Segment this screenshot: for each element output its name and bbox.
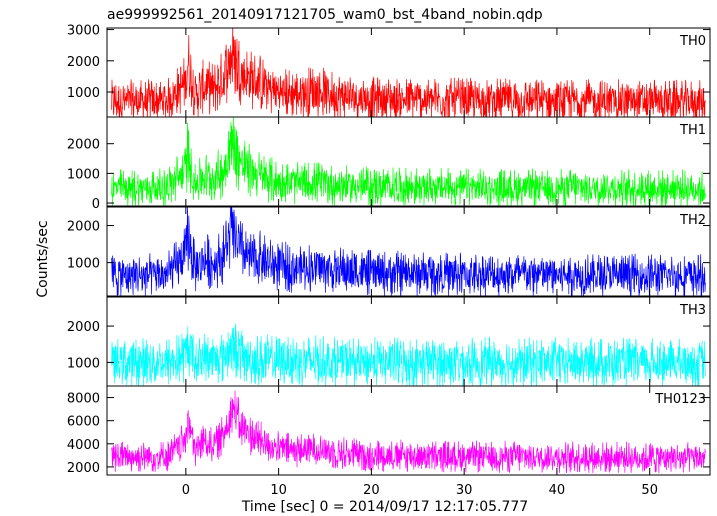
panel-label-th0123: TH0123	[654, 392, 706, 407]
y-axis-label: Counts/sec	[35, 220, 51, 297]
panel-label-th3: TH3	[679, 303, 706, 318]
y-tick-label: 2000	[67, 138, 100, 153]
panel-label-th2: TH2	[679, 213, 706, 228]
panel-frame	[106, 206, 711, 297]
x-axis-label: Time [sec] 0 = 2014/09/17 12:17:05.777	[241, 499, 528, 515]
panel-frame	[106, 116, 711, 207]
chart-title: ae999992561_20140917121705_wam0_bst_4ban…	[107, 7, 543, 23]
panels-group: 1000 2000 3000 TH0 0 1000 2000 TH1 1000 2000 TH2 10…	[67, 24, 711, 498]
series-line-th0123	[111, 390, 706, 474]
series-line-th3	[111, 323, 706, 386]
y-tick-label: 0	[92, 197, 100, 212]
panel-label-th0: TH0	[679, 34, 706, 49]
x-tick-label: 40	[549, 483, 566, 498]
y-tick-label: 1000	[67, 86, 100, 101]
y-tick-label: 1000	[67, 257, 100, 272]
x-tick-label: 30	[456, 483, 473, 498]
x-tick-label: 50	[641, 483, 658, 498]
x-tick-label: 10	[270, 483, 287, 498]
series-line-th0	[111, 28, 706, 117]
y-tick-label: 3000	[67, 24, 100, 39]
y-tick-label: 4000	[67, 438, 100, 453]
series-line-th1	[111, 117, 706, 206]
y-tick-label: 8000	[67, 392, 100, 407]
y-tick-label: 1000	[67, 356, 100, 371]
panel-label-th1: TH1	[679, 123, 706, 138]
y-tick-label: 1000	[67, 167, 100, 182]
y-tick-label: 2000	[67, 55, 100, 70]
series-line-th2	[111, 207, 706, 296]
y-tick-label: 2000	[67, 220, 100, 235]
y-tick-label: 2000	[67, 461, 100, 476]
panel-frame	[106, 385, 711, 476]
y-tick-label: 6000	[67, 415, 100, 430]
x-tick-label: 0	[182, 483, 190, 498]
y-tick-label: 2000	[67, 320, 100, 335]
x-tick-label: 20	[363, 483, 380, 498]
